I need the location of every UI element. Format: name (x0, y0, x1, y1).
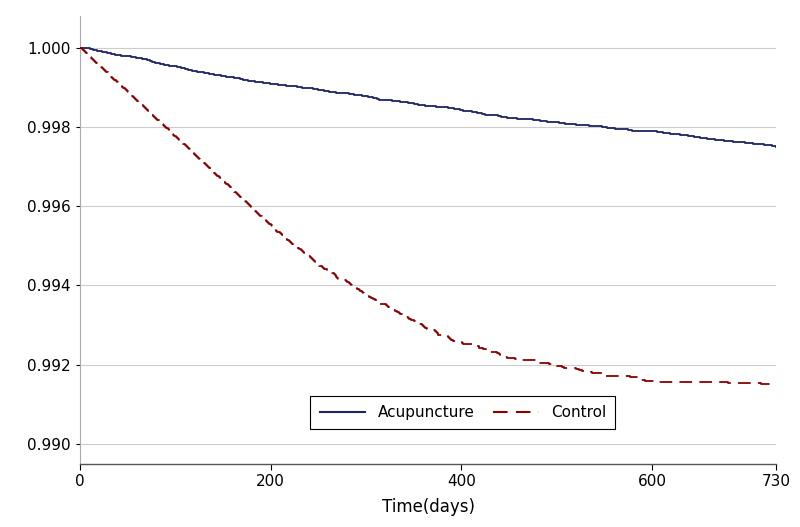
Legend: Acupuncture, Control: Acupuncture, Control (310, 396, 615, 430)
X-axis label: Time(days): Time(days) (382, 497, 474, 515)
